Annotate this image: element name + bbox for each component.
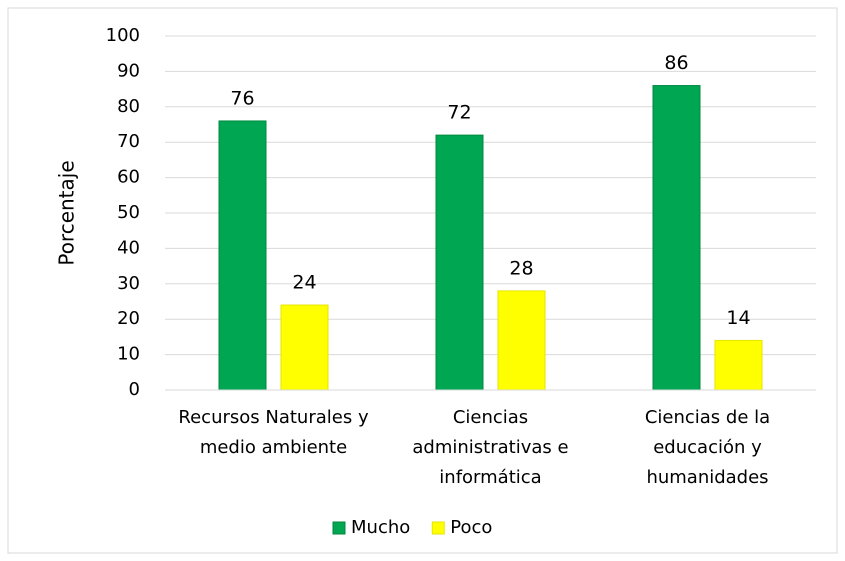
data-label: 72 xyxy=(447,102,471,124)
bar xyxy=(652,85,701,391)
bar xyxy=(218,120,267,391)
bar xyxy=(497,290,546,391)
y-tick-label: 20 xyxy=(117,308,140,329)
y-tick-label: 90 xyxy=(117,60,140,81)
legend-swatch xyxy=(431,521,445,535)
bar xyxy=(714,339,763,391)
y-tick-label: 0 xyxy=(129,379,140,400)
data-label: 24 xyxy=(292,272,316,294)
data-label: 86 xyxy=(664,52,688,74)
y-tick-label: 100 xyxy=(106,25,140,46)
y-tick-label: 70 xyxy=(117,131,140,152)
y-tick-label: 60 xyxy=(117,167,140,188)
legend-label: Mucho xyxy=(351,517,410,538)
data-label: 14 xyxy=(726,307,750,329)
y-tick-label: 50 xyxy=(117,202,140,223)
y-tick-label: 30 xyxy=(117,273,140,294)
x-tick-label: Ciencias administrativas e informática xyxy=(412,407,569,488)
x-tick-label: Ciencias de la educación y humanidades xyxy=(644,407,771,488)
x-tick-label: Recursos Naturales y medio ambiente xyxy=(178,407,369,458)
bar xyxy=(435,134,484,391)
bar xyxy=(280,304,329,391)
legend-swatch xyxy=(332,521,346,535)
y-tick-label: 80 xyxy=(117,96,140,117)
y-axis-label: Porcentaje xyxy=(55,160,79,265)
legend-label: Poco xyxy=(450,517,492,538)
data-label: 76 xyxy=(230,87,254,109)
y-tick-label: 40 xyxy=(117,237,140,258)
y-tick-label: 10 xyxy=(117,344,140,365)
data-label: 28 xyxy=(509,257,533,279)
